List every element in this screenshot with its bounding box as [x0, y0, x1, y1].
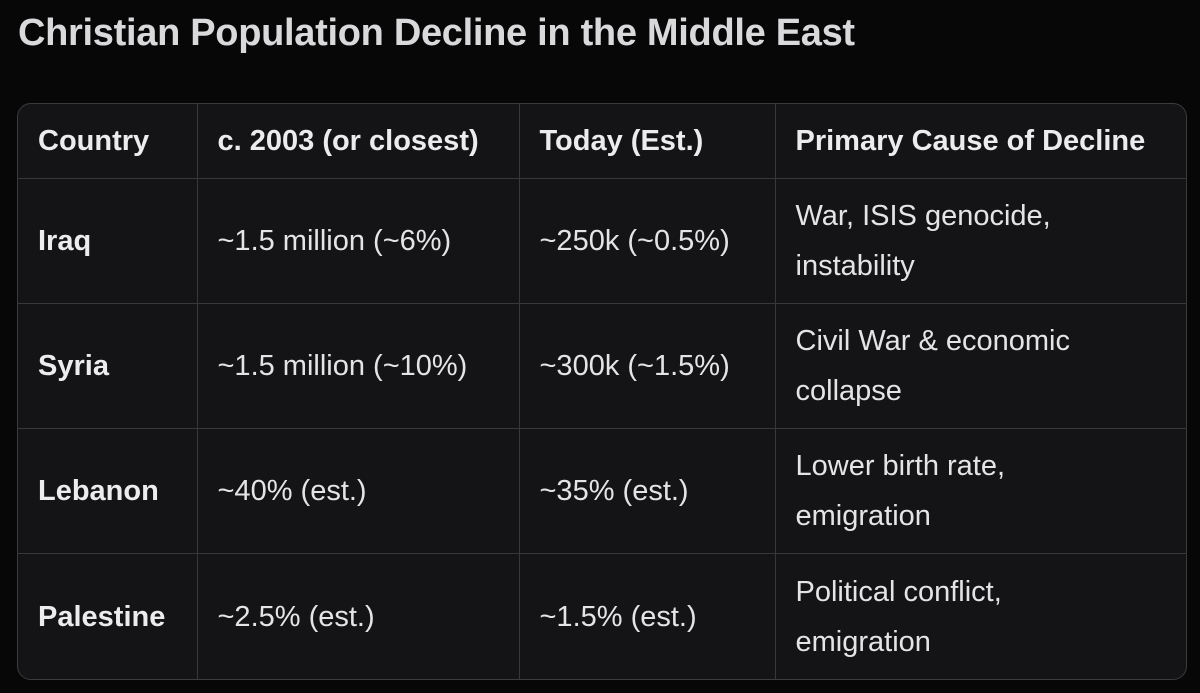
cause-line: War, ISIS genocide,: [795, 199, 1051, 232]
cell-country: Syria: [18, 303, 198, 430]
table-row: Syria ~1.5 million (~10%) ~300k (~1.5%) …: [18, 303, 1186, 430]
cause-line: Political conflict,: [795, 575, 1002, 608]
cause-line: emigration: [795, 625, 931, 658]
cell-cause: Lower birth rate, emigration: [775, 428, 1186, 555]
cell-cause: Civil War & economic collapse: [775, 303, 1186, 430]
table-row: Lebanon ~40% (est.) ~35% (est.) Lower bi…: [18, 428, 1186, 555]
cell-2003: ~2.5% (est.): [197, 553, 520, 679]
cell-2003: ~40% (est.): [197, 428, 520, 555]
header-2003: c. 2003 (or closest): [197, 104, 520, 179]
cause-line: instability: [795, 249, 915, 282]
cause-line: Lower birth rate,: [795, 450, 1006, 483]
cell-cause: Political conflict, emigration: [775, 554, 1186, 679]
cell-2003: ~1.5 million (~10%): [197, 303, 520, 430]
cell-country: Palestine: [18, 553, 198, 679]
cause-line: collapse: [795, 374, 902, 407]
table-header-row: Country c. 2003 (or closest) Today (Est.…: [18, 104, 1186, 179]
cell-country: Iraq: [18, 178, 198, 304]
header-today: Today (Est.): [519, 104, 776, 179]
cause-line: Civil War & economic: [795, 324, 1070, 357]
data-table-container: Country c. 2003 (or closest) Today (Est.…: [17, 103, 1187, 680]
cell-today: ~250k (~0.5%): [519, 178, 776, 304]
cell-today: ~300k (~1.5%): [519, 303, 776, 430]
cell-today: ~35% (est.): [519, 428, 776, 555]
header-cause: Primary Cause of Decline: [775, 104, 1186, 179]
cause-line: emigration: [795, 500, 931, 533]
data-table: Country c. 2003 (or closest) Today (Est.…: [18, 104, 1186, 679]
header-country: Country: [18, 104, 198, 179]
page-title: Christian Population Decline in the Midd…: [18, 12, 855, 54]
table-row: Iraq ~1.5 million (~6%) ~250k (~0.5%) Wa…: [18, 178, 1186, 304]
cell-2003: ~1.5 million (~6%): [197, 178, 520, 304]
cell-country: Lebanon: [18, 428, 198, 555]
table-row: Palestine ~2.5% (est.) ~1.5% (est.) Poli…: [18, 553, 1186, 679]
cell-cause: War, ISIS genocide, instability: [775, 178, 1186, 304]
cell-today: ~1.5% (est.): [519, 553, 776, 679]
